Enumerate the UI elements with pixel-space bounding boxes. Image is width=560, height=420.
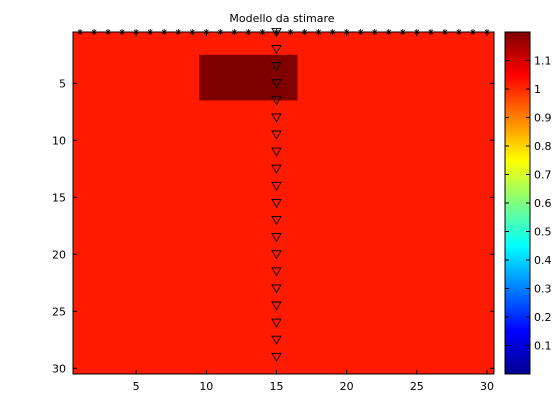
colorbar: 0.1 0.2 0.3 0.4 0.5 0.6 0.7 0.8 0.9 1 1.1: [504, 31, 552, 375]
x-tick-label: 20: [340, 380, 354, 393]
source-asterisk-marker: [147, 29, 154, 35]
y-tick-label: 10: [52, 134, 66, 147]
source-asterisk-marker: [483, 29, 490, 35]
heatmap-anomaly-block: [199, 54, 298, 101]
receiver-triangle-marker: [271, 267, 282, 277]
x-tick-label: 30: [480, 380, 494, 393]
receiver-triangle-marker: [271, 335, 282, 345]
receiver-triangle-marker: [271, 216, 282, 226]
receiver-triangle-marker: [271, 284, 282, 294]
source-asterisk-marker: [371, 29, 378, 35]
source-asterisk-marker: [259, 29, 266, 35]
receiver-triangle-marker: [271, 233, 282, 243]
colorbar-tick-label: 1.1: [534, 55, 552, 68]
colorbar-tick-label: 0.6: [534, 197, 552, 210]
colorbar-tick-label: 0.2: [534, 311, 552, 324]
x-tick-label: 10: [199, 380, 213, 393]
receiver-triangle-marker: [271, 352, 282, 362]
x-tick-label: 15: [269, 380, 283, 393]
source-asterisk-marker: [245, 29, 252, 35]
source-asterisk-marker: [189, 29, 196, 35]
source-asterisk-marker: [469, 29, 476, 35]
receiver-triangle-marker: [271, 27, 282, 37]
source-asterisk-marker: [203, 29, 210, 35]
source-asterisk-marker: [399, 29, 406, 35]
receiver-triangle-marker: [271, 198, 282, 208]
y-tick-label: 5: [59, 77, 66, 90]
source-asterisk-marker: [105, 29, 112, 35]
colorbar-tick-label: 0.5: [534, 226, 552, 239]
receiver-triangle-marker: [271, 318, 282, 328]
source-asterisk-marker: [133, 29, 140, 35]
receiver-triangle-marker: [271, 113, 282, 123]
colorbar-tick-label: 0.8: [534, 140, 552, 153]
y-tick-label: 30: [52, 362, 66, 375]
source-asterisk-marker: [161, 29, 168, 35]
receiver-triangle-marker: [271, 250, 282, 260]
source-asterisk-marker: [217, 29, 224, 35]
source-asterisk-marker: [301, 29, 308, 35]
receiver-triangle-marker: [271, 147, 282, 157]
source-asterisk-marker: [413, 29, 420, 35]
colorbar-tick-label: 0.1: [534, 340, 552, 353]
receiver-triangle-marker: [271, 164, 282, 174]
source-asterisk-marker: [441, 29, 448, 35]
receiver-triangle-marker: [271, 62, 282, 72]
y-tick-label: 20: [52, 248, 66, 261]
source-asterisk-marker: [385, 29, 392, 35]
chart-title: Modello da stimare: [229, 12, 334, 25]
y-tick-label: 15: [52, 191, 66, 204]
receiver-triangle-marker: [271, 79, 282, 89]
source-asterisk-marker: [287, 29, 294, 35]
source-asterisk-marker: [175, 29, 182, 35]
x-tick-label: 25: [410, 380, 424, 393]
receiver-triangle-marker: [271, 181, 282, 191]
colorbar-tick-label: 0.4: [534, 254, 552, 267]
colorbar-tick-label: 0.7: [534, 169, 552, 182]
receiver-triangle-marker: [271, 96, 282, 106]
x-tick-label: 5: [133, 380, 140, 393]
colorbar-tick-label: 0.3: [534, 283, 552, 296]
source-asterisk-marker: [91, 29, 98, 35]
y-tick-label: 25: [52, 305, 66, 318]
colorbar-tick-label: 1: [534, 83, 541, 96]
receiver-triangle-marker: [271, 130, 282, 140]
colorbar-tick-label: 0.9: [534, 112, 552, 125]
receiver-triangle-marker: [271, 45, 282, 55]
source-asterisk-marker: [427, 29, 434, 35]
source-asterisk-marker: [77, 29, 84, 35]
plot-area: 5 10 15 20 25 30 5 10 15 20 25 30: [52, 27, 495, 393]
receiver-triangle-marker: [271, 301, 282, 311]
source-asterisk-marker: [343, 29, 350, 35]
colorbar-gradient: [505, 32, 530, 374]
source-asterisk-marker: [329, 29, 336, 35]
source-asterisk-marker: [455, 29, 462, 35]
axes-frame: [72, 31, 495, 375]
source-asterisk-marker: [231, 29, 238, 35]
source-asterisk-marker: [357, 29, 364, 35]
source-asterisk-marker: [119, 29, 126, 35]
source-asterisk-marker: [315, 29, 322, 35]
